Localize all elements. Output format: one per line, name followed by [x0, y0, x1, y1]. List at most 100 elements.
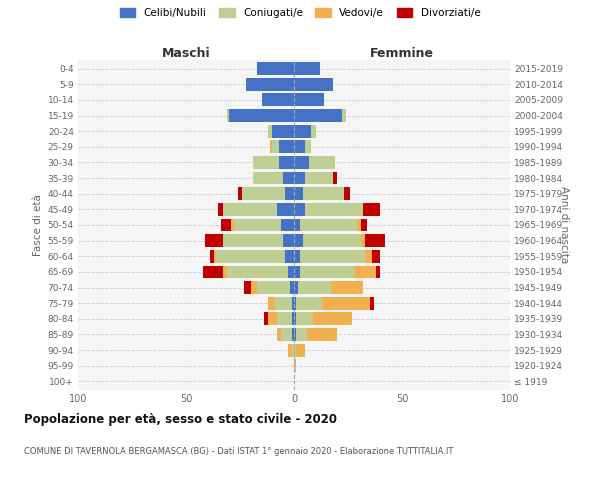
- Text: Popolazione per età, sesso e stato civile - 2020: Popolazione per età, sesso e stato civil…: [24, 412, 337, 426]
- Bar: [305, 140, 311, 153]
- Bar: [292, 328, 294, 341]
- Bar: [294, 312, 296, 326]
- Bar: [275, 297, 292, 310]
- Bar: [287, 266, 294, 278]
- Bar: [247, 78, 294, 90]
- Bar: [294, 94, 324, 106]
- Bar: [268, 312, 277, 326]
- Bar: [227, 109, 229, 122]
- Bar: [292, 297, 294, 310]
- Bar: [296, 344, 305, 356]
- Bar: [229, 109, 294, 122]
- Bar: [216, 250, 286, 262]
- Bar: [322, 297, 370, 310]
- Bar: [361, 218, 367, 232]
- Bar: [277, 312, 292, 326]
- Y-axis label: Anni di nascita: Anni di nascita: [559, 186, 569, 264]
- Bar: [302, 234, 361, 247]
- Bar: [268, 124, 272, 138]
- Bar: [242, 188, 286, 200]
- Bar: [344, 188, 350, 200]
- Bar: [223, 203, 277, 216]
- Bar: [238, 188, 242, 200]
- Bar: [270, 140, 272, 153]
- Bar: [294, 266, 301, 278]
- Bar: [253, 172, 283, 184]
- Bar: [286, 188, 294, 200]
- Bar: [262, 94, 294, 106]
- Bar: [279, 156, 294, 169]
- Bar: [365, 234, 385, 247]
- Bar: [294, 109, 341, 122]
- Bar: [294, 360, 296, 372]
- Text: Maschi: Maschi: [161, 47, 211, 60]
- Bar: [223, 234, 283, 247]
- Bar: [283, 234, 294, 247]
- Bar: [214, 250, 216, 262]
- Bar: [296, 297, 322, 310]
- Bar: [251, 281, 257, 294]
- Bar: [307, 328, 337, 341]
- Bar: [294, 188, 302, 200]
- Bar: [311, 124, 316, 138]
- Bar: [294, 250, 301, 262]
- Y-axis label: Fasce di età: Fasce di età: [34, 194, 43, 256]
- Bar: [309, 156, 335, 169]
- Bar: [305, 172, 333, 184]
- Bar: [294, 172, 305, 184]
- Bar: [376, 266, 380, 278]
- Bar: [272, 124, 294, 138]
- Bar: [223, 266, 227, 278]
- Bar: [298, 281, 331, 294]
- Bar: [361, 234, 365, 247]
- Bar: [203, 266, 223, 278]
- Bar: [294, 156, 309, 169]
- Bar: [294, 124, 311, 138]
- Bar: [294, 203, 305, 216]
- Bar: [294, 234, 302, 247]
- Bar: [272, 140, 279, 153]
- Bar: [294, 218, 301, 232]
- Bar: [281, 328, 292, 341]
- Bar: [286, 250, 294, 262]
- Bar: [313, 312, 352, 326]
- Bar: [301, 250, 365, 262]
- Bar: [301, 266, 355, 278]
- Bar: [302, 188, 344, 200]
- Bar: [232, 218, 233, 232]
- Bar: [333, 172, 337, 184]
- Bar: [363, 203, 380, 216]
- Bar: [253, 156, 279, 169]
- Bar: [290, 281, 294, 294]
- Bar: [277, 203, 294, 216]
- Bar: [296, 328, 307, 341]
- Text: Femmine: Femmine: [370, 47, 434, 60]
- Bar: [281, 218, 294, 232]
- Bar: [341, 109, 346, 122]
- Bar: [277, 328, 281, 341]
- Legend: Celibi/Nubili, Coniugati/e, Vedovi/e, Divorziati/e: Celibi/Nubili, Coniugati/e, Vedovi/e, Di…: [119, 8, 481, 18]
- Bar: [355, 266, 376, 278]
- Bar: [257, 62, 294, 75]
- Bar: [210, 250, 214, 262]
- Bar: [372, 250, 380, 262]
- Bar: [283, 172, 294, 184]
- Bar: [292, 312, 294, 326]
- Bar: [356, 218, 361, 232]
- Bar: [205, 234, 223, 247]
- Bar: [218, 203, 223, 216]
- Bar: [294, 328, 296, 341]
- Bar: [279, 140, 294, 153]
- Bar: [294, 78, 333, 90]
- Bar: [294, 140, 305, 153]
- Bar: [268, 297, 275, 310]
- Bar: [227, 266, 287, 278]
- Bar: [287, 344, 292, 356]
- Bar: [301, 218, 356, 232]
- Bar: [296, 312, 313, 326]
- Bar: [294, 344, 296, 356]
- Bar: [292, 344, 294, 356]
- Text: COMUNE DI TAVERNOLA BERGAMASCA (BG) - Dati ISTAT 1° gennaio 2020 - Elaborazione : COMUNE DI TAVERNOLA BERGAMASCA (BG) - Da…: [24, 448, 454, 456]
- Bar: [294, 281, 298, 294]
- Bar: [294, 62, 320, 75]
